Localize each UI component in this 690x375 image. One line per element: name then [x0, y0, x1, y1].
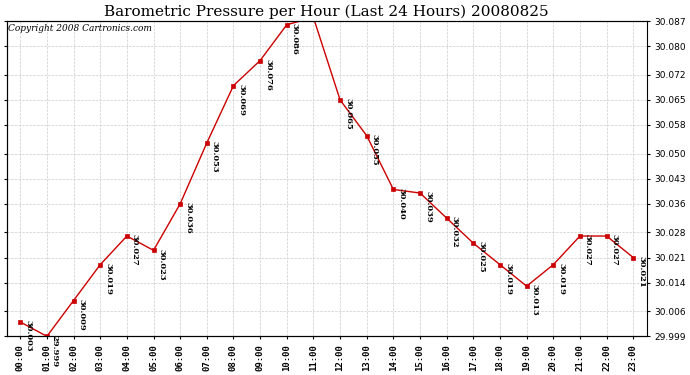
- Text: 30.013: 30.013: [531, 284, 539, 316]
- Text: 30.009: 30.009: [77, 299, 86, 330]
- Text: 30.053: 30.053: [211, 141, 219, 173]
- Text: 30.032: 30.032: [451, 216, 459, 248]
- Text: 30.027: 30.027: [131, 234, 139, 266]
- Text: 30.019: 30.019: [558, 263, 565, 295]
- Text: 30.023: 30.023: [157, 249, 166, 280]
- Text: 30.069: 30.069: [237, 84, 246, 116]
- Text: 30.055: 30.055: [371, 134, 379, 166]
- Text: 30.039: 30.039: [424, 191, 432, 223]
- Text: 30.088: 30.088: [0, 374, 1, 375]
- Text: 30.040: 30.040: [397, 188, 406, 219]
- Text: 30.036: 30.036: [184, 202, 193, 234]
- Text: 29.999: 29.999: [51, 334, 59, 367]
- Text: 30.019: 30.019: [504, 263, 512, 295]
- Text: 30.003: 30.003: [24, 320, 32, 352]
- Text: 30.086: 30.086: [290, 23, 299, 55]
- Title: Barometric Pressure per Hour (Last 24 Hours) 20080825: Barometric Pressure per Hour (Last 24 Ho…: [104, 4, 549, 18]
- Text: Copyright 2008 Cartronics.com: Copyright 2008 Cartronics.com: [8, 24, 152, 33]
- Text: 30.065: 30.065: [344, 98, 352, 130]
- Text: 30.076: 30.076: [264, 59, 272, 91]
- Text: 30.019: 30.019: [104, 263, 112, 295]
- Text: 30.021: 30.021: [638, 256, 645, 288]
- Text: 30.025: 30.025: [477, 242, 485, 273]
- Text: 30.027: 30.027: [584, 234, 592, 266]
- Text: 30.027: 30.027: [611, 234, 619, 266]
